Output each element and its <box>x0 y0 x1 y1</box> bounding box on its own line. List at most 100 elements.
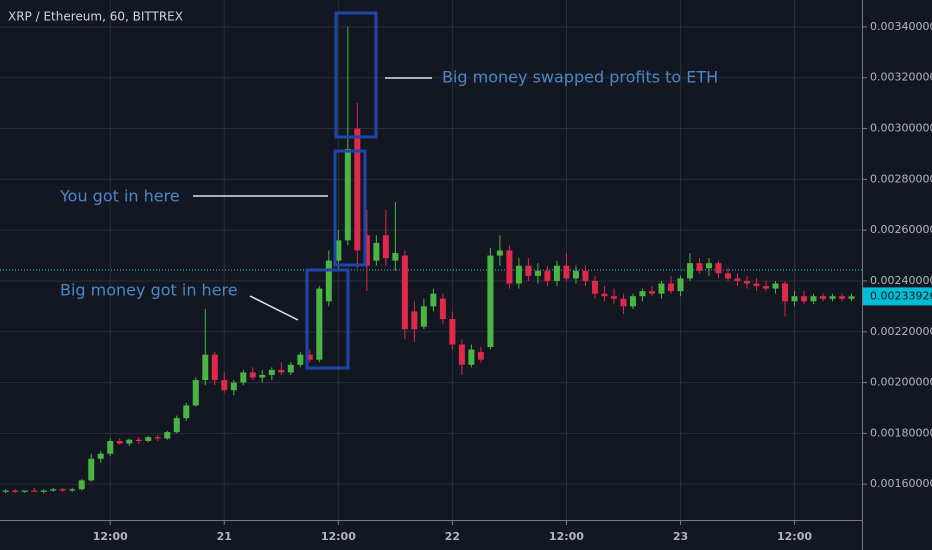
candle-body <box>21 490 28 492</box>
candle-body <box>639 291 646 297</box>
candle-body <box>820 296 827 299</box>
candle-body <box>525 265 532 276</box>
candle-body <box>430 293 437 307</box>
candle-body <box>829 296 836 299</box>
highlight-box <box>333 149 367 267</box>
candle-body <box>50 489 57 491</box>
candle-body <box>744 280 751 284</box>
candle-body <box>458 344 465 365</box>
candle-body <box>572 270 579 279</box>
y-tick-label: 0.00300000 <box>870 122 932 135</box>
candle-body <box>667 283 674 292</box>
candle-body <box>420 306 427 327</box>
candle-body <box>249 372 256 378</box>
candle-body <box>724 273 731 279</box>
candle-body <box>563 265 570 279</box>
candle-body <box>78 480 85 490</box>
candle-body <box>648 291 655 294</box>
candle-body <box>173 418 180 433</box>
y-tick-label: 0.00220000 <box>870 325 932 338</box>
candle-body <box>477 352 484 360</box>
candle-body <box>126 439 133 444</box>
candle-body <box>610 296 617 299</box>
candle-body <box>382 235 389 259</box>
candle-body <box>211 354 218 381</box>
candle-body <box>468 349 475 365</box>
candle-body <box>734 278 741 281</box>
candle-body <box>297 354 304 365</box>
candle-body <box>221 380 228 391</box>
annotation: Big money got in here <box>60 281 238 300</box>
x-tick-label: 21 <box>217 530 232 543</box>
candle-body <box>230 382 237 391</box>
candle-body <box>601 293 608 297</box>
last-price-label: 0.00233926 <box>870 289 932 302</box>
candle-body <box>705 263 712 269</box>
candle-body <box>69 489 76 491</box>
candle-body <box>40 490 47 492</box>
candle-body <box>135 439 142 441</box>
candle-body <box>449 319 456 345</box>
candle-body <box>344 148 351 241</box>
candle-body <box>325 260 332 302</box>
x-tick-label: 12:00 <box>549 530 584 543</box>
candle-body <box>515 265 522 284</box>
candle-body <box>715 263 722 274</box>
candle-body <box>268 369 275 375</box>
y-tick-label: 0.00160000 <box>870 477 932 490</box>
candle-body <box>696 263 703 271</box>
candle-body <box>335 240 342 261</box>
y-tick-label: 0.00180000 <box>870 426 932 439</box>
candle-body <box>801 296 808 302</box>
candle-body <box>116 440 123 444</box>
candle-body <box>629 296 636 307</box>
x-tick-label: 12:00 <box>777 530 812 543</box>
candle-body <box>183 405 190 419</box>
candle-body <box>97 453 104 459</box>
candle-body <box>202 354 209 381</box>
y-tick-label: 0.00200000 <box>870 376 932 389</box>
candle-body <box>2 490 9 492</box>
candle-body <box>259 374 266 378</box>
candle-body <box>544 270 551 281</box>
candle-body <box>154 437 161 439</box>
candle-body <box>192 380 199 406</box>
chart-title: XRP / Ethereum, 60, BITTREX <box>8 10 183 24</box>
y-tick-label: 0.00340000 <box>870 20 932 33</box>
candle-body <box>306 354 313 360</box>
candle-body <box>848 296 855 299</box>
candle-body <box>506 250 513 284</box>
candle-body <box>12 490 19 492</box>
candle-body <box>620 298 627 307</box>
candle-body <box>534 270 541 276</box>
candle-body <box>772 283 779 289</box>
x-tick-label: 12:00 <box>93 530 128 543</box>
candle-body <box>753 283 760 287</box>
candle-body <box>145 437 152 441</box>
highlight-box <box>305 268 350 370</box>
candle-body <box>496 250 503 256</box>
candle-body <box>164 432 171 439</box>
x-tick-label: 12:00 <box>321 530 356 543</box>
candle-body <box>686 263 693 279</box>
highlight-box <box>334 11 378 139</box>
candle-body <box>59 489 66 491</box>
candle-body <box>677 278 684 292</box>
candle-body <box>763 286 770 289</box>
candle-body <box>354 128 361 251</box>
candle-body <box>392 253 399 261</box>
candle-body <box>373 242 380 261</box>
y-tick-label: 0.00280000 <box>870 172 932 185</box>
candle-body <box>439 298 446 320</box>
last-price-box <box>863 287 932 306</box>
candle-body <box>240 372 247 383</box>
axes: 0.00160000 0.00180000 0.00200000 0.00220000… <box>93 20 932 543</box>
x-tick-label: 23 <box>673 530 688 543</box>
annotation: You got in here <box>59 187 180 206</box>
y-tick-label: 0.00260000 <box>870 223 932 236</box>
candle-body <box>107 440 114 454</box>
x-tick-label: 22 <box>445 530 460 543</box>
candle-body <box>658 283 665 294</box>
candles <box>0 26 862 494</box>
